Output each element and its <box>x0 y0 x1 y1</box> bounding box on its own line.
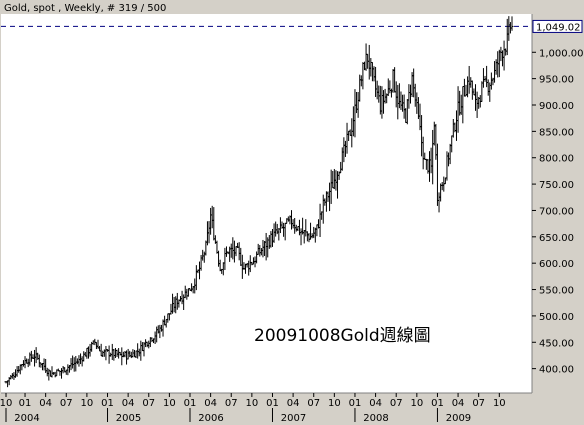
y-tick-label: 850.00 <box>539 127 574 138</box>
x-tick-label: 10 <box>245 398 258 409</box>
x-tick-label: 07 <box>472 398 485 409</box>
x-tick-label: 10 <box>163 398 176 409</box>
x-tick-label: 10 <box>0 398 12 409</box>
chart-annotation: 20091008Gold週線圖 <box>254 326 431 346</box>
y-axis: 400.00 450.00 500.00 550.00 600.00 650.00 700.… <box>531 14 584 393</box>
x-tick-label: 07 <box>390 398 403 409</box>
last-price-box <box>532 19 583 33</box>
x-tick-label: 10 <box>493 398 506 409</box>
x-tick-label: 07 <box>307 398 320 409</box>
price-bars <box>4 16 514 388</box>
x-tick-label: 10 <box>410 398 423 409</box>
y-tick-label: 650.00 <box>539 233 574 244</box>
x-tick-label: 07 <box>225 398 238 409</box>
x-tick-label: 04 <box>369 398 382 409</box>
x-tick-label: 04 <box>122 398 135 409</box>
x-tick-label: 04 <box>287 398 300 409</box>
year-label: 2006 <box>198 413 223 424</box>
y-tick-label: 750.00 <box>539 180 574 191</box>
y-tick-label: 1,000.00 <box>539 48 584 59</box>
y-tick-label: 500.00 <box>539 312 574 323</box>
x-tick-label: 01 <box>266 398 279 409</box>
plot-area <box>1 14 532 393</box>
x-tick-label: 01 <box>431 398 444 409</box>
y-tick-label: 400.00 <box>539 365 574 376</box>
x-tick-label: 04 <box>204 398 217 409</box>
year-label: 2007 <box>281 413 306 424</box>
year-label: 2004 <box>14 413 39 424</box>
last-price-label: 1,049.02 <box>536 22 581 33</box>
x-tick-label: 07 <box>142 398 155 409</box>
year-label: 2009 <box>446 413 471 424</box>
y-tick-label: 450.00 <box>539 338 574 349</box>
x-tick-label: 01 <box>19 398 32 409</box>
x-tick-label: 01 <box>101 398 114 409</box>
y-tick-label: 800.00 <box>539 154 574 165</box>
y-tick-label: 950.00 <box>539 75 574 86</box>
chart-title: Gold, spot , Weekly, # 319 / 500 <box>4 3 166 14</box>
x-tick-label: 10 <box>81 398 94 409</box>
x-tick-label: 04 <box>39 398 52 409</box>
year-label: 2005 <box>116 413 141 424</box>
x-tick-label: 01 <box>349 398 362 409</box>
y-tick-label: 900.00 <box>539 101 574 112</box>
x-tick-label: 07 <box>60 398 73 409</box>
y-tick-label: 600.00 <box>539 259 574 270</box>
y-tick-label: 700.00 <box>539 206 574 217</box>
x-tick-label: 10 <box>328 398 341 409</box>
year-label: 2008 <box>363 413 388 424</box>
x-tick-label: 01 <box>184 398 197 409</box>
x-tick-label: 04 <box>452 398 465 409</box>
x-axis: 10 01 04 07 10 01 04 07 10 01 04 07 10 01 04 07 10 01 04 07… <box>0 392 532 424</box>
y-tick-label: 550.00 <box>539 286 574 297</box>
